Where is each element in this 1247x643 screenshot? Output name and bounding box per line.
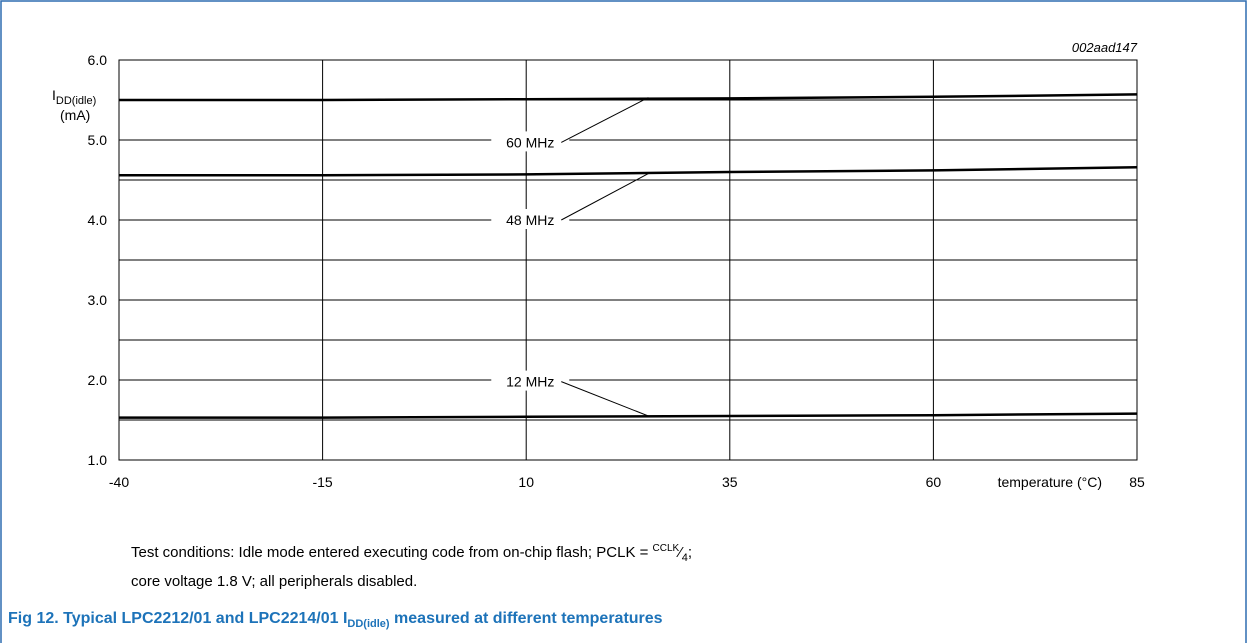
x-tick-label: 10 — [518, 474, 534, 490]
figure-id: 002aad147 — [1072, 40, 1138, 55]
series-label-1: 60 MHz — [506, 134, 554, 150]
x-tick-label: 85 — [1129, 474, 1145, 490]
y-axis-label-sub: DD(idle) — [56, 95, 96, 107]
note-prefix: Test conditions: Idle mode entered execu… — [131, 544, 653, 561]
annotation-leader — [561, 97, 649, 143]
series-label-2: 48 MHz — [506, 212, 554, 228]
x-tick-label: -15 — [312, 474, 332, 490]
series-line-1 — [119, 93, 1138, 102]
figure-caption: Fig 12. Typical LPC2212/01 and LPC2214/0… — [8, 610, 663, 630]
y-axis-label-main: I — [52, 87, 56, 103]
note-sup: CCLK — [652, 543, 680, 554]
y-tick-label: 4.0 — [88, 212, 108, 228]
y-tick-label: 3.0 — [88, 292, 108, 308]
caption-suffix: measured at different temperatures — [389, 610, 663, 627]
x-tick-label: 60 — [926, 474, 942, 490]
series-lines — [119, 93, 1138, 419]
test-conditions-line1: Test conditions: Idle mode entered execu… — [131, 543, 692, 564]
annotation-bg — [491, 131, 570, 152]
grid — [118, 59, 1138, 461]
y-tick-label: 1.0 — [88, 452, 108, 468]
tick-labels: 1.0 2.0 3.0 4.0 5.0 6.0 -40 -15 10 35 60 85 — [88, 52, 1145, 490]
annotation-leader — [561, 173, 649, 221]
caption-sub: DD(idle) — [347, 618, 390, 631]
y-tick-label: 5.0 — [88, 132, 108, 148]
series-label-3: 12 MHz — [506, 374, 554, 390]
y-tick-label: 2.0 — [88, 372, 108, 388]
note-sub: 4 — [681, 552, 688, 564]
test-conditions-line2: core voltage 1.8 V; all peripherals disa… — [131, 573, 418, 590]
series-line-2 — [119, 165, 1138, 177]
y-tick-label: 6.0 — [88, 52, 108, 68]
series-line-3 — [119, 412, 1138, 419]
note-suffix: ; — [687, 544, 693, 561]
annotation-bg — [491, 209, 570, 229]
x-tick-label: -40 — [109, 474, 129, 490]
x-tick-label: 35 — [722, 474, 738, 490]
annotation-bg — [491, 370, 570, 391]
annotation-leader — [561, 381, 649, 417]
series-annotations: 60 MHz 48 MHz 12 MHz — [491, 97, 649, 417]
note-frac: ⁄ — [679, 544, 682, 561]
caption-prefix: Fig 12. Typical LPC2212/01 and LPC2214/0… — [8, 610, 348, 627]
x-axis-label: temperature (°C) — [998, 474, 1102, 490]
y-axis-label: IDD(idle) — [52, 87, 96, 107]
y-axis-unit: (mA) — [60, 107, 90, 123]
